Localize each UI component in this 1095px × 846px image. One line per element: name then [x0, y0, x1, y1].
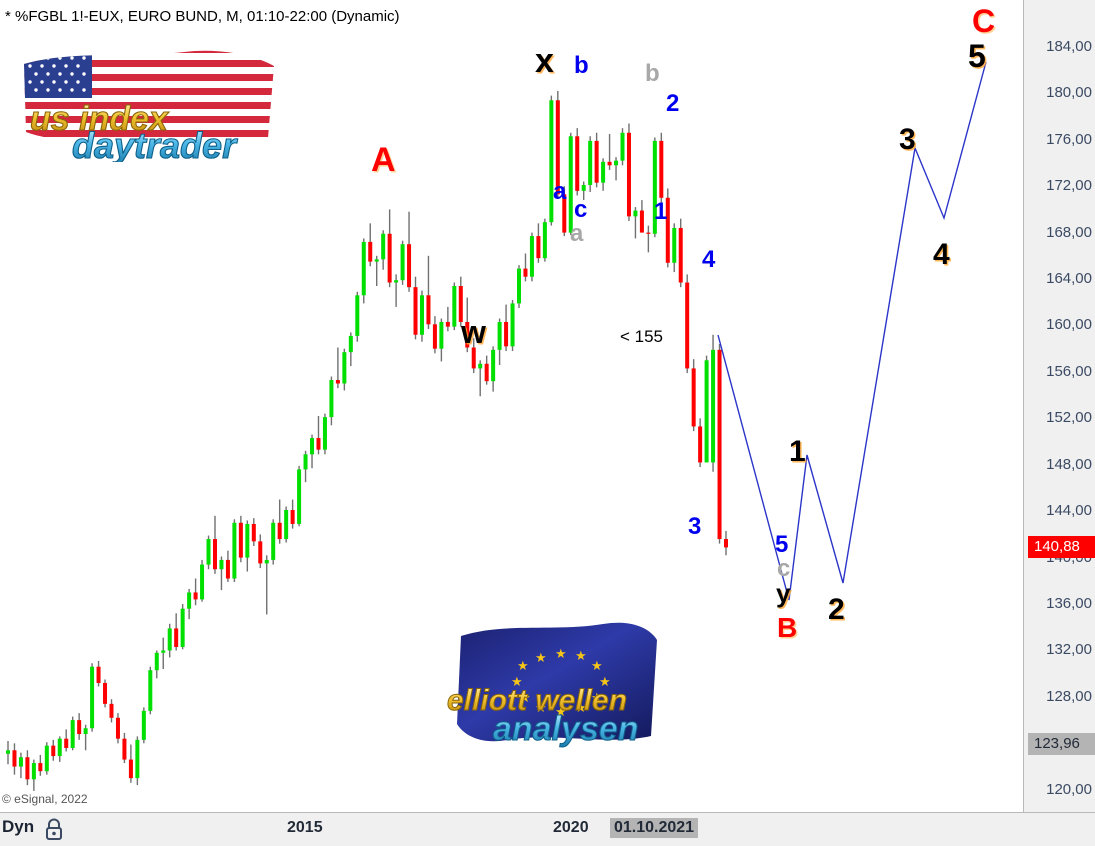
wave-label-a-4: a [553, 178, 567, 205]
price-tick-120-00: 120,00 [1046, 780, 1092, 798]
logo-text-analysen: analysen [493, 710, 639, 748]
svg-text:★: ★ [575, 700, 587, 715]
wave-label-1-9: 1 [654, 198, 668, 225]
us-flag-icon [24, 50, 274, 142]
wave-label-x-2: x [535, 42, 554, 80]
time-axis-tick-2020: 2020 [553, 819, 589, 836]
dynamic-scale-label[interactable]: Dyn [2, 817, 35, 836]
wave-label-3-11: 3 [688, 513, 702, 540]
svg-text:★: ★ [591, 690, 603, 705]
price-tick-160-00: 160,00 [1046, 316, 1092, 334]
price-tick-128-00: 128,00 [1046, 687, 1092, 705]
wave-label-A-0: A [371, 141, 396, 179]
logo-text-daytrader: daytrader [72, 125, 238, 162]
wave-label-C-20: C [972, 3, 996, 39]
svg-text:★: ★ [535, 700, 547, 715]
eu-stars-icon: ★★ ★ ★ ★★ ★★ ★★ ★★ [511, 646, 611, 719]
last-price-tag: 140,88 [1028, 536, 1095, 559]
us-index-daytrader-logo: us index daytrader [12, 42, 292, 167]
price-tick-164-00: 164,00 [1046, 270, 1092, 288]
wave-label-2-17: 2 [828, 593, 845, 626]
svg-text:★: ★ [575, 648, 587, 663]
svg-text:★: ★ [599, 674, 611, 689]
wave-label-y-14: y [776, 578, 791, 608]
price-tick-176-00: 176,00 [1046, 130, 1092, 148]
svg-text:★: ★ [517, 658, 529, 673]
wave-label-4-19: 4 [933, 238, 950, 271]
price-tick-184-00: 184,00 [1046, 37, 1092, 55]
price-tick-144-00: 144,00 [1046, 502, 1092, 520]
wave-label-b-3: b [574, 52, 589, 79]
price-tick-148-00: 148,00 [1046, 455, 1092, 473]
previous-close-tag: 123,96 [1028, 732, 1095, 755]
time-axis-tick-2015: 2015 [287, 819, 323, 836]
price-tick-136-00: 136,00 [1046, 595, 1092, 613]
target-annotation: < 155 [620, 327, 664, 346]
svg-text:★: ★ [535, 650, 547, 665]
price-tick-152-00: 152,00 [1046, 409, 1092, 427]
price-axis[interactable]: 184,00 180,00 176,00 172,00 168,00 164,00 160,… [1023, 0, 1095, 812]
price-series-svg [5, 61, 987, 791]
time-axis[interactable]: Dyn 2015 2020 01.10.2021 [0, 812, 1095, 846]
wave-label-B-15: B [777, 612, 798, 643]
price-tick-168-00: 168,00 [1046, 223, 1092, 241]
svg-text:★: ★ [591, 658, 603, 673]
chart-title: * %FGBL 1!-EUX, EURO BUND, M, 01:10-22:0… [5, 8, 400, 25]
wave-label-c-5: c [574, 196, 588, 223]
price-tick-172-00: 172,00 [1046, 177, 1092, 195]
svg-text:★: ★ [555, 704, 567, 719]
svg-text:★: ★ [555, 646, 567, 661]
price-tick-180-00: 180,00 [1046, 84, 1092, 102]
wave-label-5-12: 5 [775, 531, 789, 558]
eu-flag-icon [457, 622, 657, 742]
candlestick-plot-area[interactable] [0, 26, 1018, 806]
logo-text-elliott-wellen: elliott wellen [447, 684, 627, 717]
logo-text-us-index: us index [30, 100, 170, 138]
wave-label-a-6: a [570, 220, 584, 247]
candlestick-series [5, 91, 728, 791]
elliott-wellen-analysen-logo: ★ ★ ★ ★ ★ ★ ★ ★ ★ ★ ★ ★ elliott wellen analyse… [435, 618, 705, 750]
svg-text:★: ★ [519, 690, 531, 705]
wave-label-w-1: w [461, 314, 486, 350]
wave-label-c-13: c [777, 555, 791, 582]
wave-label-4-10: 4 [702, 246, 716, 273]
svg-text:★: ★ [511, 674, 523, 689]
wave-label-2-8: 2 [666, 90, 680, 117]
price-tick-156-00: 156,00 [1046, 362, 1092, 380]
price-tick-132-00: 132,00 [1046, 641, 1092, 659]
lock-icon[interactable] [44, 818, 64, 840]
wave-label-3-18: 3 [899, 123, 916, 156]
wave-label-1-16: 1 [789, 435, 806, 468]
elliott-wave-projection-path [717, 61, 987, 601]
wave-label-b-7: b [645, 60, 660, 87]
cursor-date-label: 01.10.2021 [610, 818, 699, 838]
copyright-notice: © eSignal, 2022 [2, 792, 88, 806]
wave-label-5-21: 5 [968, 38, 986, 74]
